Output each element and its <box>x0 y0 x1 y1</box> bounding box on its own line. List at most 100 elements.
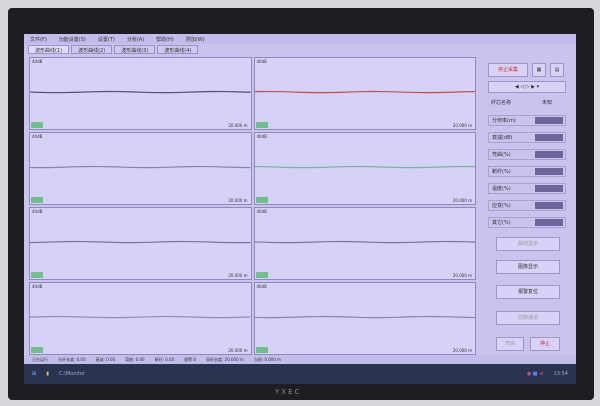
status-field: 光纤长度: 0.00 <box>58 357 86 362</box>
param-label: 弯曲(%) <box>492 152 511 158</box>
trace-line <box>30 317 251 318</box>
start-menu-icon[interactable]: ⊞ <box>32 371 37 377</box>
distance-label: 20.000 m <box>452 273 472 278</box>
waveform-panel[interactable]: 40dB 20.000 m <box>253 282 476 355</box>
trace-line <box>30 92 251 93</box>
param-value-field <box>535 185 563 192</box>
status-field: 采样长度: 20.000 m <box>206 357 244 362</box>
tab-curve-4[interactable]: 波形曲线(4) <box>157 45 199 54</box>
start-button[interactable]: 开启 <box>496 337 524 351</box>
distance-label: 20.000 m <box>228 123 248 128</box>
trace-svg <box>30 208 251 279</box>
status-field: 报警:0 <box>184 357 197 362</box>
param-row: 弯曲(%) <box>488 149 566 160</box>
waveform-panel[interactable]: 40dB 20.000 m <box>253 57 476 130</box>
taskbar-app[interactable]: C:\Monitor <box>58 371 85 377</box>
param-value-field <box>535 202 563 209</box>
param-row: 衰减(dB) <box>488 132 566 143</box>
curve-display-button[interactable]: 曲线显示 <box>496 237 560 251</box>
side-panel: 停止采集 ▦ ▤ ◀ ◁ ▷ ▶ ▾ 纤芯名称 未知 分辨率(m) 衰减(dB) 弯曲… <box>480 57 572 357</box>
stop-collect-button[interactable]: 停止采集 <box>488 63 528 77</box>
channel-badge <box>255 122 268 128</box>
param-value-field <box>535 168 563 175</box>
trace-line <box>30 242 251 243</box>
param-label: 温度(%) <box>492 186 511 192</box>
param-row: 应变(%) <box>488 200 566 211</box>
settings-icon[interactable]: ▤ <box>550 63 564 77</box>
tab-curve-3[interactable]: 波形曲线(3) <box>114 45 156 54</box>
alarm-reset-button[interactable]: 报警复位 <box>496 285 560 299</box>
menu-help[interactable]: 帮助(H) <box>156 37 174 43</box>
db-label: 40dB <box>256 209 267 214</box>
tab-bar: 波形曲线(1) 波形曲线(2) 波形曲线(3) 波形曲线(4) <box>28 45 199 54</box>
app-window: 文件(F) 功能设置(S) 设置(T) 分析(A) 帮助(H) 附加(W) 波形… <box>24 34 576 364</box>
db-label: 40dB <box>256 59 267 64</box>
status-field: 弯曲: 0.00 <box>125 357 145 362</box>
monitor-brand-logo: YXEC <box>275 388 302 396</box>
taskbar: ⊞ ▮ C:\Monitor ● ■ ◂) 13:54 <box>24 364 576 384</box>
clock: 13:54 <box>553 371 568 377</box>
switch-channel-button[interactable]: 切换通道 <box>496 311 560 325</box>
tab-curve-2[interactable]: 波形曲线(2) <box>71 45 113 54</box>
fiber-name-label: 纤芯名称 <box>491 100 512 106</box>
param-row: 断纤(%) <box>488 166 566 177</box>
status-field: 当前: 0.000 m <box>253 357 282 362</box>
db-label: 40dB <box>256 134 267 139</box>
param-value-field <box>535 134 563 141</box>
menu-bar: 文件(F) 功能设置(S) 设置(T) 分析(A) 帮助(H) 附加(W) <box>24 34 576 44</box>
param-value-field <box>535 219 563 226</box>
folder-icon[interactable]: ▮ <box>46 371 49 377</box>
param-value-field <box>535 151 563 158</box>
channel-badge <box>255 347 268 353</box>
param-row: 其它(%) <box>488 217 566 228</box>
waveform-panel[interactable]: 40dB 20.000 m <box>29 132 252 205</box>
waveform-panel[interactable]: 40dB 20.000 m <box>29 207 252 280</box>
fiber-name-row: 纤芯名称 未知 <box>488 97 566 108</box>
waveform-panel[interactable]: 40dB 20.000 m <box>29 282 252 355</box>
trace-line <box>255 167 476 168</box>
channel-badge <box>31 122 43 128</box>
channel-badge <box>255 197 268 203</box>
trace-line <box>255 242 476 243</box>
waveform-panel[interactable]: 40dB 20.000 m <box>253 207 476 280</box>
status-field: 衰减: 0.00 <box>95 357 116 362</box>
menu-config[interactable]: 设置(T) <box>97 37 115 43</box>
status-field: 正在运行 <box>32 357 48 362</box>
distance-label: 20.000 m <box>452 198 472 203</box>
menu-file[interactable]: 文件(F) <box>30 37 47 43</box>
channel-badge <box>31 272 43 278</box>
trace-line <box>30 167 251 168</box>
status-field: 断纤: 0.00 <box>154 357 175 362</box>
param-row: 分辨率(m) <box>488 115 566 126</box>
distance-label: 20.000 m <box>452 123 472 128</box>
distance-label: 20.000 m <box>228 198 248 203</box>
waveform-panel[interactable]: 40dB 20.000 m <box>253 132 476 205</box>
distance-label: 20.000 m <box>228 348 248 353</box>
menu-extra[interactable]: 附加(W) <box>185 37 205 43</box>
param-label: 衰减(dB) <box>492 135 513 141</box>
trace-svg <box>255 133 476 204</box>
tab-curve-1[interactable]: 波形曲线(1) <box>28 45 70 54</box>
param-label: 分辨率(m) <box>492 118 516 124</box>
image-display-button[interactable]: 图像显示 <box>496 260 560 274</box>
param-label: 断纤(%) <box>492 169 511 175</box>
trace-svg <box>255 283 476 354</box>
trace-svg <box>255 58 476 129</box>
db-label: 40dB <box>32 59 43 64</box>
waveform-panel[interactable]: 40dB 20.000 m <box>29 57 252 130</box>
param-label: 应变(%) <box>492 203 511 209</box>
trace-svg <box>30 58 251 129</box>
trace-line <box>255 92 476 93</box>
nav-buttons[interactable]: ◀ ◁ ▷ ▶ ▾ <box>488 81 566 93</box>
db-label: 40dB <box>32 134 43 139</box>
menu-settings[interactable]: 功能设置(S) <box>58 37 86 43</box>
save-icon[interactable]: ▦ <box>532 63 546 77</box>
channel-badge <box>31 347 43 353</box>
fiber-name-value: 未知 <box>541 100 552 106</box>
tray-icons[interactable]: ● ■ ◂) <box>526 371 544 377</box>
stop-button[interactable]: 停止 <box>530 337 560 351</box>
distance-label: 20.000 m <box>452 348 472 353</box>
menu-analysis[interactable]: 分析(A) <box>126 37 145 43</box>
param-row: 温度(%) <box>488 183 566 194</box>
